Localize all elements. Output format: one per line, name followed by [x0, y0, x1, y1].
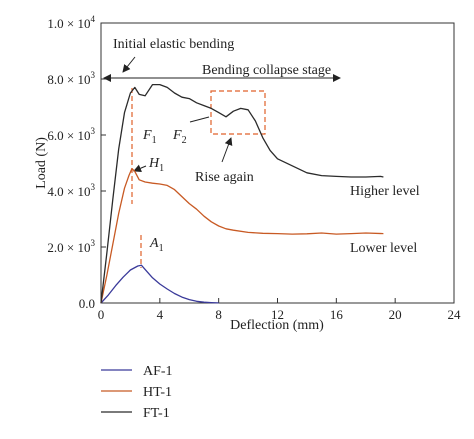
- annotation-marks: [103, 56, 341, 268]
- f2-main: F: [172, 128, 182, 143]
- rise-again-arrow: [221, 137, 233, 163]
- y-axis-label: Load (N): [34, 137, 49, 189]
- annotation-f1: F1: [142, 128, 157, 146]
- series-line-ht-1: [100, 167, 384, 304]
- f2-pointer: [189, 116, 210, 123]
- a1-main: A: [149, 236, 159, 251]
- x-tick-label-4: 16: [330, 307, 344, 322]
- y-tick-label-5: 1.0 × 104: [47, 14, 95, 31]
- y-tick-label-3: 6.0 × 103: [47, 126, 95, 143]
- y-tick-label-1: 2.0 × 103: [47, 238, 95, 255]
- x-tick-label-2: 8: [215, 307, 222, 322]
- f1-main: F: [142, 128, 152, 143]
- legend-label-ft-1: FT-1: [143, 406, 170, 421]
- series-line-ft-1: [100, 83, 384, 304]
- rise-again-box: [210, 90, 266, 135]
- x-tick-label-6: 24: [448, 307, 462, 322]
- y-tick-label-4: 8.0 × 103: [47, 70, 95, 87]
- series-line-af-1: [100, 264, 219, 304]
- f2-sub: 2: [182, 135, 187, 146]
- annotation-f2: F2: [172, 128, 187, 146]
- series-lines: [100, 83, 384, 304]
- legend-label-af-1: AF-1: [143, 364, 173, 379]
- legend-label-ht-1: HT-1: [143, 385, 172, 400]
- a1-sub: 1: [159, 243, 164, 254]
- legend: AF-1 HT-1 FT-1: [101, 364, 173, 421]
- h1-arrow: [133, 164, 147, 172]
- y-tick-label-0: 0.0: [79, 296, 95, 311]
- x-axis-label: Deflection (mm): [230, 318, 324, 333]
- annotation-collapse-stage: Bending collapse stage: [202, 63, 331, 78]
- annotation-rise-again: Rise again: [195, 170, 254, 185]
- x-tick-label-0: 0: [98, 307, 105, 322]
- x-tick-label-5: 20: [389, 307, 402, 322]
- y-tick-label-2: 4.0 × 103: [47, 182, 95, 199]
- elastic-arrow-head: [122, 56, 136, 73]
- annotation-lower-level: Lower level: [350, 241, 417, 256]
- annotation-initial-elastic: Initial elastic bending: [113, 37, 234, 52]
- f1-sub: 1: [152, 135, 157, 146]
- annotation-a1: A1: [149, 236, 164, 254]
- x-tick-label-3: 12: [271, 307, 284, 322]
- h1-sub: 1: [159, 163, 164, 174]
- annotation-higher-level: Higher level: [350, 184, 420, 199]
- annotation-h1: H1: [148, 156, 164, 174]
- x-tick-label-1: 4: [157, 307, 164, 322]
- h1-main: H: [148, 156, 160, 171]
